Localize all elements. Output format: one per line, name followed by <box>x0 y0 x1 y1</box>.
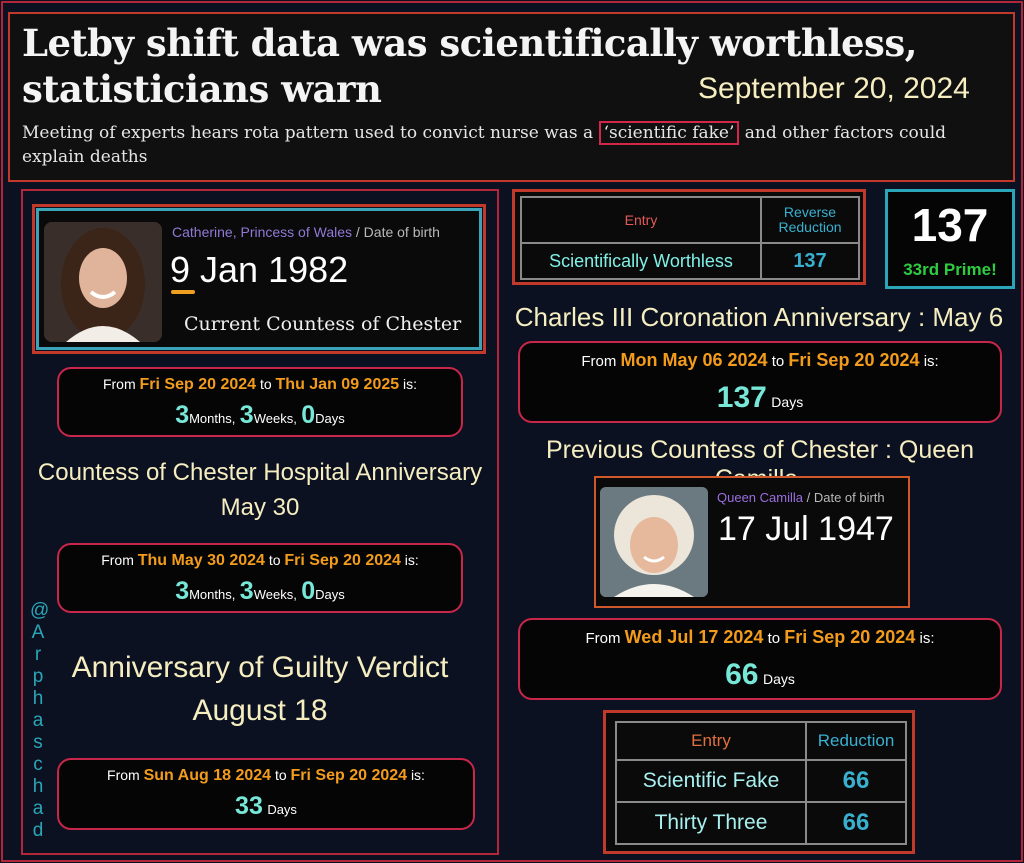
table-1: Entry Reverse Reduction Scientifically W… <box>520 196 860 280</box>
calc4-range: From Mon May 06 2024 to Fri Sep 20 2024 … <box>581 350 939 370</box>
prime-number: 137 <box>911 199 989 251</box>
calc1-range: From Fri Sep 20 2024 to Thu Jan 09 2025 … <box>102 376 418 393</box>
subheadline: Meeting of experts hears rota pattern us… <box>22 121 1012 169</box>
kate-name[interactable]: Catherine, Princess of Wales <box>172 224 352 240</box>
table2-header-reduction: Reduction <box>805 721 907 761</box>
kate-card-frame <box>32 204 486 354</box>
subhead-text-1: Meeting of experts hears rota pattern us… <box>22 123 599 143</box>
table1-header-reduction: Reverse Reduction <box>760 196 860 244</box>
table1-entry: Scientifically Worthless <box>520 242 762 280</box>
subhead-text-2: and other factors could explain deaths <box>22 123 947 167</box>
table2-header-entry: Entry <box>615 721 807 761</box>
camilla-name[interactable]: Queen Camilla <box>717 490 803 505</box>
date-calc-3: From Sun Aug 18 2024 to Fri Sep 20 2024 … <box>57 758 475 830</box>
table1-value: 137 <box>760 242 860 280</box>
calc1-result: 3Months, 3Weeks, 0Days <box>175 401 345 429</box>
table2-row2-value: 66 <box>805 801 907 845</box>
kate-name-line: Catherine, Princess of Wales / Date of b… <box>172 224 440 240</box>
table2-row2-entry: Thirty Three <box>615 801 807 845</box>
article-header <box>8 12 1015 182</box>
table2-row1-value: 66 <box>805 759 907 803</box>
date-calc-2: From Thu May 30 2024 to Fri Sep 20 2024 … <box>57 543 463 613</box>
verdict-anniversary-date: August 18 <box>192 694 328 727</box>
header-date: September 20, 2024 <box>698 72 970 105</box>
kate-caption: Current Countess of Chester <box>184 313 462 335</box>
left-panel <box>21 189 499 855</box>
kate-dob: 9 Jan 1982 <box>170 249 349 290</box>
date-calc-1: From Fri Sep 20 2024 to Thu Jan 09 2025 … <box>57 367 463 437</box>
highlight-scientific-fake: ‘scientific fake’ <box>598 121 740 145</box>
prime-badge: 137 33rd Prime! <box>885 189 1015 289</box>
verdict-anniversary-title: Anniversary of Guilty Verdict <box>71 651 449 684</box>
kate-photo <box>44 222 162 342</box>
camilla-name-line: Queen Camilla / Date of birth <box>717 490 885 505</box>
hospital-anniversary-date: May 30 <box>220 494 300 521</box>
calc2-result: 3Months, 3Weeks, 0Days <box>175 577 345 605</box>
dob-label: / Date of birth <box>352 224 440 240</box>
camilla-dob-label: / Date of birth <box>803 490 885 505</box>
hospital-anniversary-title: Countess of Chester Hospital Anniversary <box>37 459 483 486</box>
camilla-photo <box>600 487 708 597</box>
prime-label: 33rd Prime! <box>903 260 997 279</box>
table2-row1-entry: Scientific Fake <box>615 759 807 803</box>
calc2-range: From Thu May 30 2024 to Fri Sep 20 2024 … <box>101 552 419 569</box>
table-2: Entry Reduction Scientific Fake 66 Thirt… <box>615 721 907 845</box>
camilla-dob: 17 Jul 1947 <box>718 510 894 548</box>
dob-underline <box>171 290 195 294</box>
date-calc-4: From Mon May 06 2024 to Fri Sep 20 2024 … <box>518 341 1002 423</box>
calc3-range: From Sun Aug 18 2024 to Fri Sep 20 2024 … <box>107 767 425 784</box>
calc4-result: 137 Days <box>716 381 804 414</box>
calc5-result: 66 Days <box>725 658 795 691</box>
date-calc-5: From Wed Jul 17 2024 to Fri Sep 20 2024 … <box>518 618 1002 700</box>
headline: Letby shift data was scientifically wort… <box>22 21 918 111</box>
calc3-result: 33 Days <box>235 792 297 820</box>
coronation-caption: Charles III Coronation Anniversary : May… <box>514 302 1004 332</box>
table1-header-entry: Entry <box>520 196 762 244</box>
calc5-range: From Wed Jul 17 2024 to Fri Sep 20 2024 … <box>585 627 935 647</box>
